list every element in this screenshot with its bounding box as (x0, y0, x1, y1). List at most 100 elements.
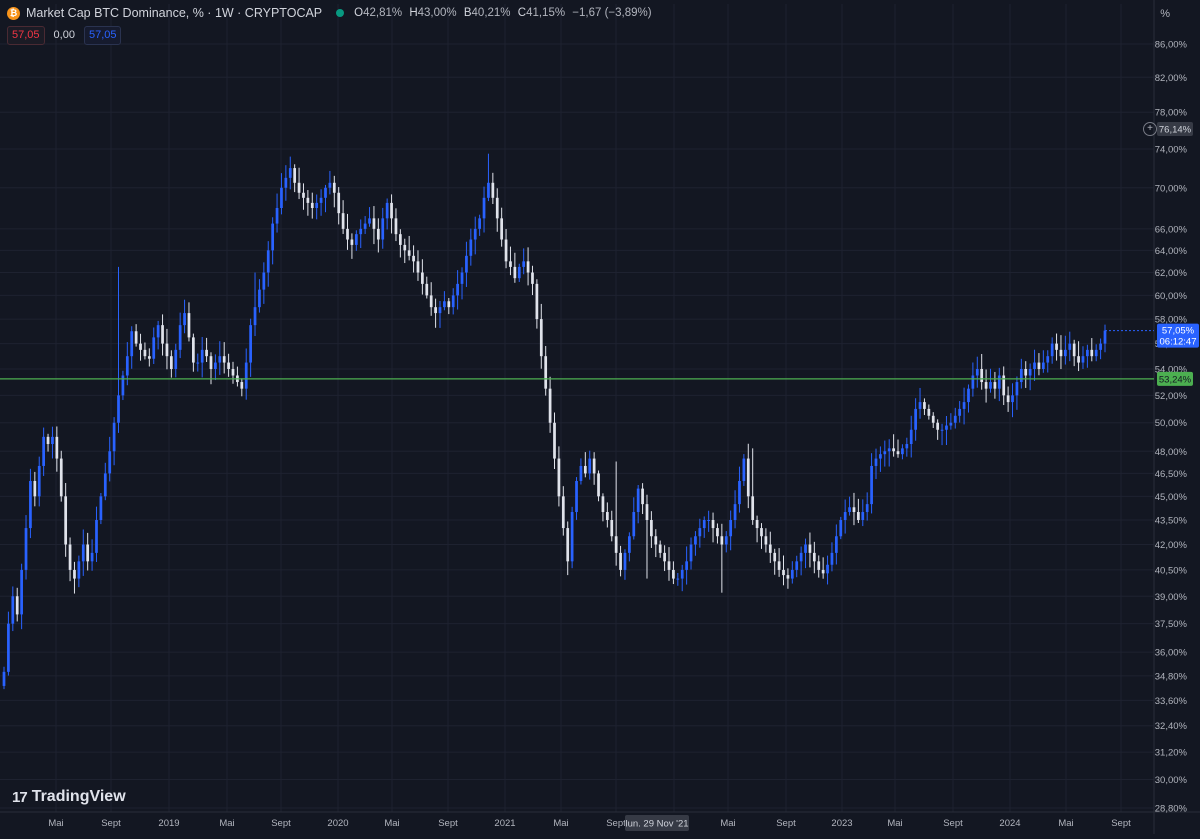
candle-body (385, 202, 389, 219)
candle-body (1072, 343, 1076, 357)
candle-body (205, 349, 208, 357)
candle-body (218, 356, 222, 363)
candle-body (187, 313, 191, 338)
candle-body (1103, 330, 1107, 344)
y-tick-label: 48,00% (1155, 447, 1188, 458)
y-tick-label: 31,20% (1155, 748, 1188, 759)
plus-icon[interactable]: + (1143, 122, 1157, 136)
axis-unit-label[interactable]: % (1160, 8, 1170, 20)
candle-body (354, 234, 358, 245)
candle-body (936, 422, 940, 430)
candle-body (870, 465, 873, 505)
candle-body (500, 218, 504, 240)
candle-body (751, 496, 755, 521)
x-tick-label: 2019 (158, 818, 179, 829)
candle-body (698, 528, 702, 537)
candle-body (372, 218, 376, 229)
candle-body (328, 182, 332, 188)
candle-body (407, 250, 411, 256)
candle-body (37, 465, 41, 497)
candle-body (949, 422, 953, 426)
candle-body (808, 544, 812, 553)
candle-body (315, 202, 319, 209)
y-tick-label: 46,50% (1155, 469, 1188, 480)
candle-body (258, 289, 261, 308)
candle-body (733, 504, 737, 521)
tradingview-logo[interactable]: 17 TradingView (12, 788, 126, 806)
ohlc-values: O42,81% H43,00% B40,21% C41,15% −1,67 (−… (354, 7, 655, 19)
y-tick-label: 42,00% (1155, 540, 1188, 551)
y-tick-label: 86,00% (1155, 40, 1188, 51)
candle-body (376, 228, 380, 240)
candle-body (865, 504, 869, 513)
candle-body (29, 480, 32, 529)
candle-body (817, 561, 821, 570)
candle-body (583, 465, 587, 474)
y-tick-label: 60,00% (1155, 291, 1188, 302)
candle-body (99, 496, 103, 521)
crosshair-price-label: 76,14% (1159, 125, 1192, 136)
hline-price-label: 53,24% (1159, 374, 1192, 385)
candle-body (398, 234, 402, 245)
x-tick-label: Mai (1058, 818, 1073, 829)
y-tick-label: 37,50% (1155, 619, 1188, 630)
x-tick-label: Mai (219, 818, 234, 829)
candle-body (178, 325, 182, 350)
sell-button[interactable]: 57,05 (7, 26, 45, 45)
y-tick-label: 74,00% (1155, 144, 1188, 155)
chart-legend: ₿ Market Cap BTC Dominance, % · 1W · CRY… (7, 6, 656, 20)
symbol-title[interactable]: Market Cap BTC Dominance, % · 1W · CRYPT… (26, 6, 323, 20)
candle-body (306, 197, 310, 203)
candle-body (1055, 343, 1058, 350)
candle-body (341, 213, 345, 229)
y-tick-label: 52,00% (1155, 391, 1188, 402)
candle-body (359, 228, 363, 235)
candle-body (368, 218, 371, 224)
x-tick-label: Mai (887, 818, 902, 829)
candle-body (940, 429, 944, 431)
candle-body (284, 177, 288, 188)
candle-body (214, 362, 217, 369)
high-value: 43,00% (417, 7, 457, 19)
candle-body (1081, 356, 1085, 363)
buy-button[interactable]: 57,05 (83, 26, 122, 45)
candle-body (923, 402, 926, 409)
candle-body (632, 512, 636, 537)
candle-body (628, 536, 631, 553)
candle-body (945, 425, 948, 430)
candle-body (548, 388, 552, 423)
low-label: B (463, 7, 472, 19)
bitcoin-icon: ₿ (7, 6, 20, 20)
candle-body (535, 283, 539, 320)
candle-body (1019, 368, 1023, 383)
candle-body (130, 331, 134, 357)
candle-body (597, 473, 600, 497)
candle-body (531, 272, 534, 284)
candle-body (504, 239, 508, 262)
candle-body (231, 368, 235, 376)
candle-body (1090, 349, 1094, 357)
candle-body (108, 451, 112, 474)
candle-body (997, 375, 1001, 389)
candle-body (623, 552, 627, 570)
price-badges: 53,24% 57,05%06:12:47 76,14% (1105, 122, 1199, 386)
candle-body (610, 520, 614, 537)
candle-body (707, 520, 711, 522)
candle-body (227, 362, 230, 369)
candle-body (641, 488, 644, 505)
candle-body (134, 331, 138, 344)
y-tick-label: 40,50% (1155, 565, 1188, 576)
y-tick-label: 58,00% (1155, 315, 1188, 326)
candle-body (522, 261, 526, 267)
candle-body (760, 528, 763, 537)
candle-body (738, 480, 741, 505)
candle-body (390, 202, 393, 219)
candle-body (2, 671, 6, 686)
candle-body (456, 283, 459, 296)
candle-body (469, 239, 473, 256)
candle-body (1041, 362, 1045, 369)
candle-body (64, 496, 68, 545)
